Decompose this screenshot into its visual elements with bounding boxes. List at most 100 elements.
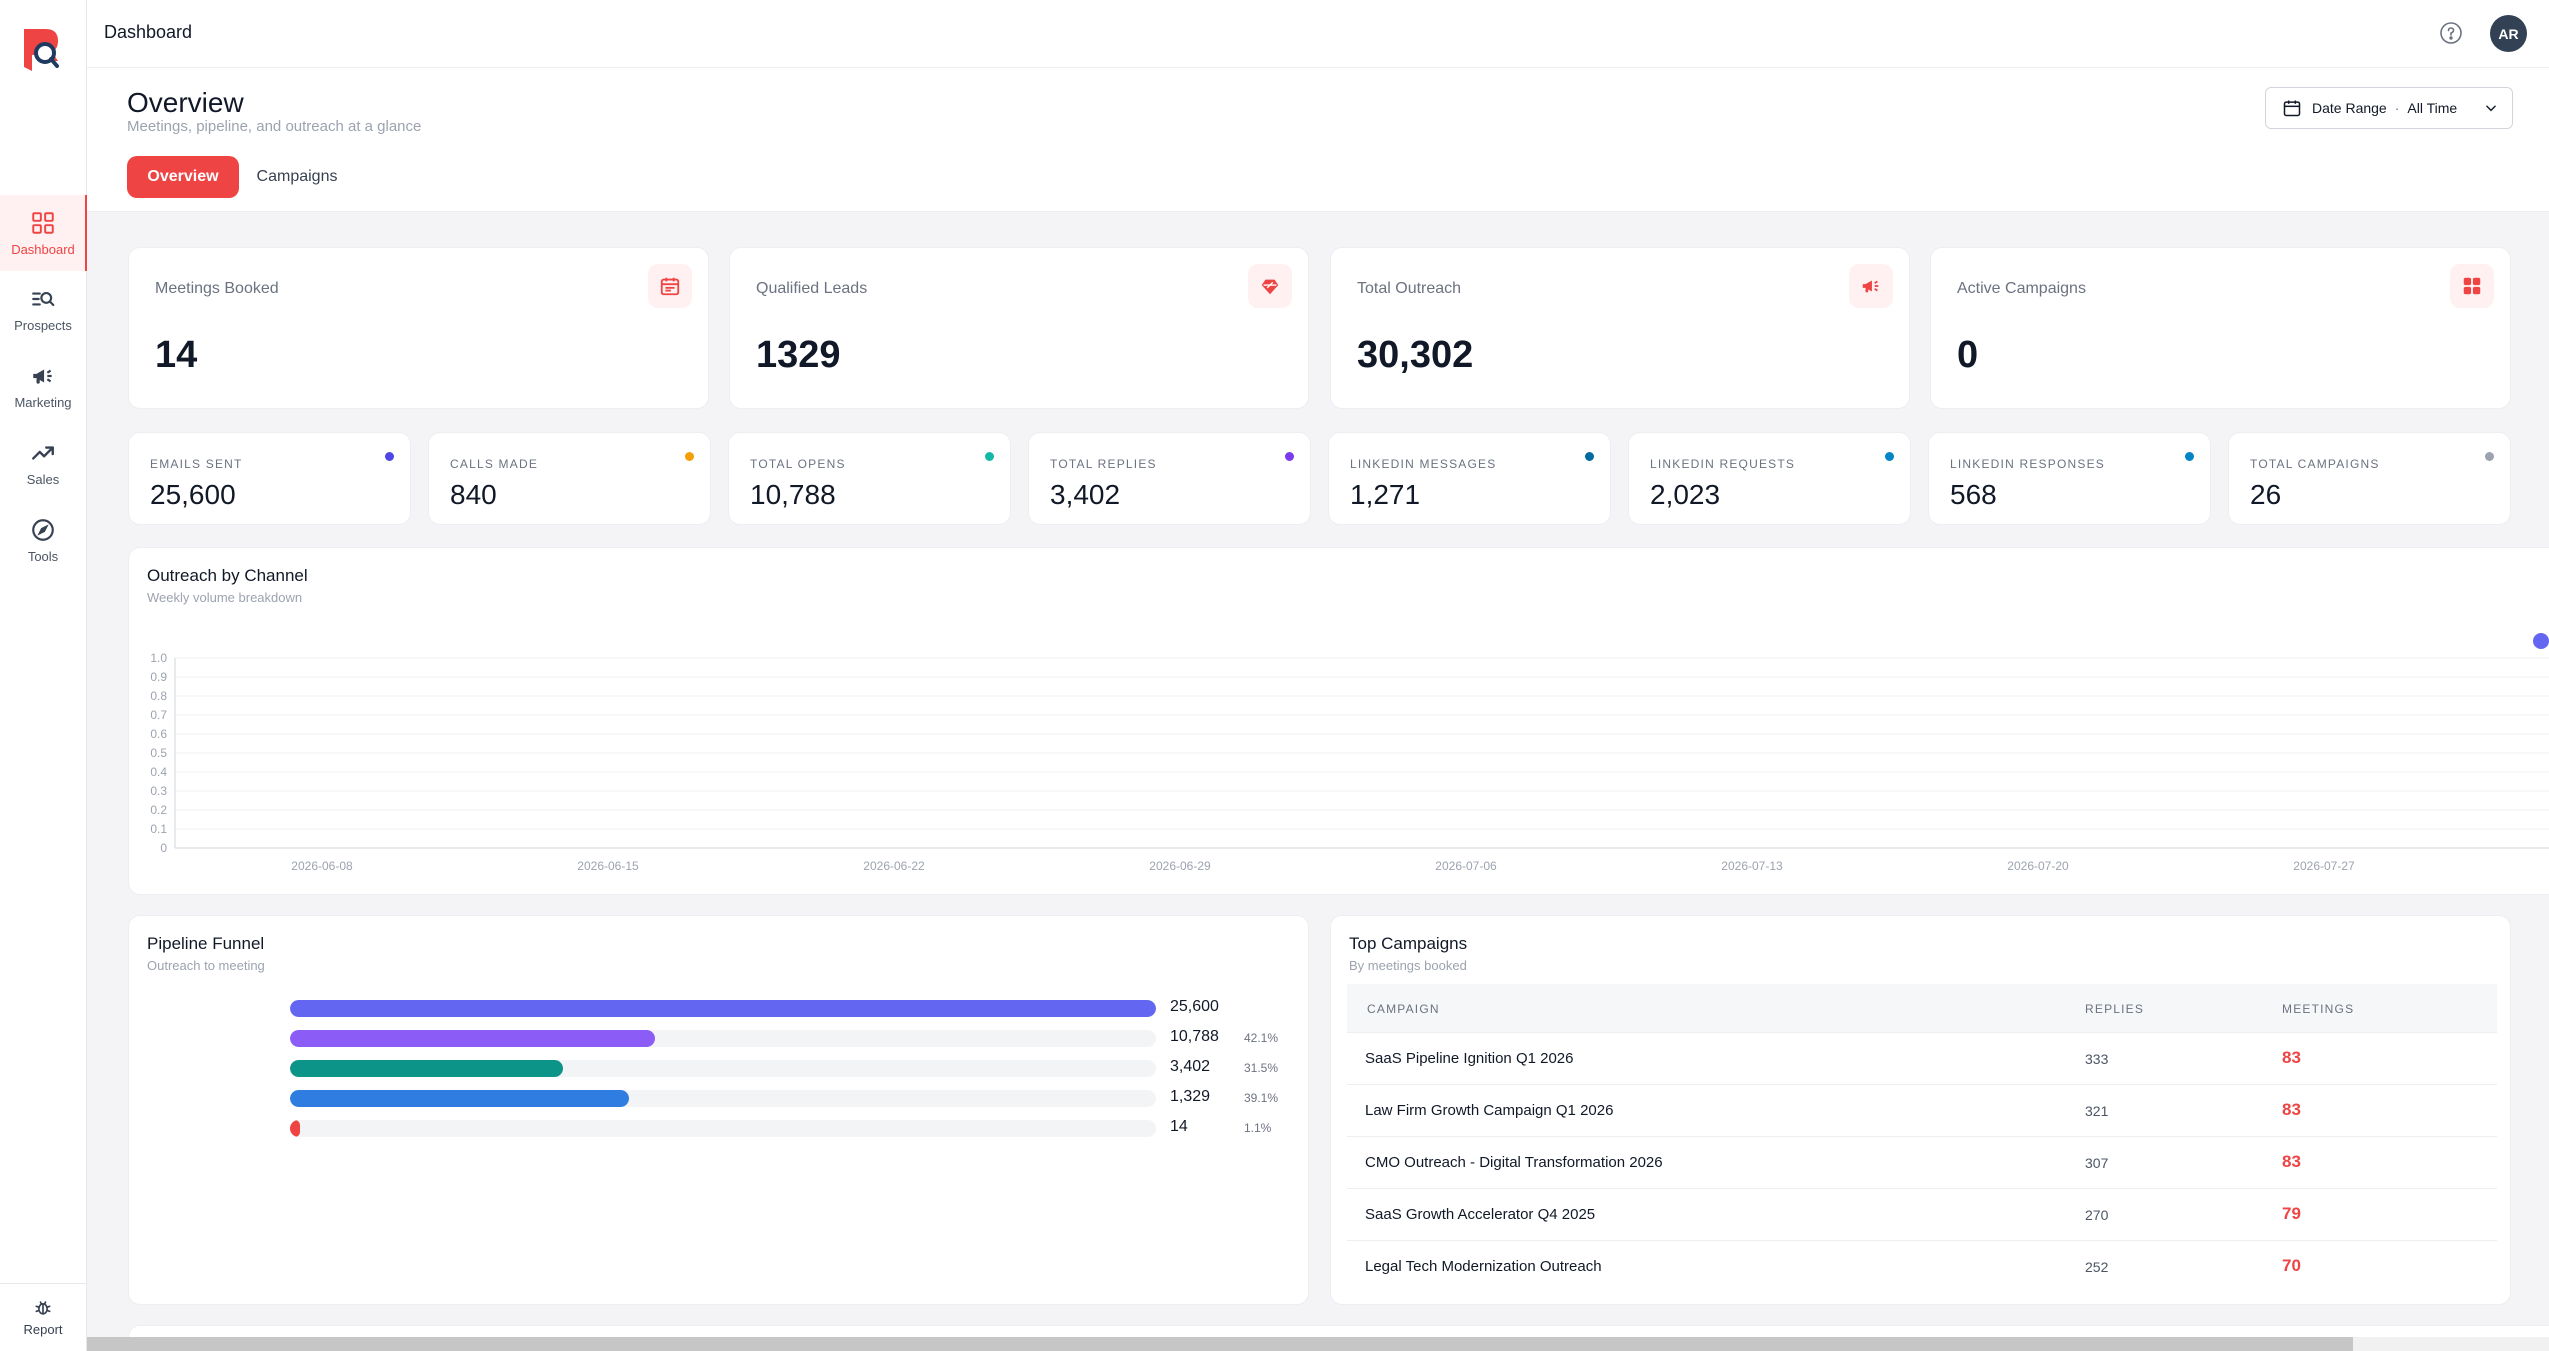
funnel-pct: 31.5% xyxy=(1244,1061,1279,1075)
column-header-replies[interactable]: REPLIES xyxy=(2085,1002,2145,1016)
kpi-value: 14 xyxy=(155,334,198,376)
scrollbar-thumb[interactable] xyxy=(87,1337,2353,1351)
campaign-meetings: 83 xyxy=(2282,1100,2301,1119)
x-tick-label: 2026-07-20 xyxy=(2007,859,2069,873)
table-row[interactable]: Law Firm Growth Campaign Q1 2026 321 83 xyxy=(1347,1085,2497,1137)
y-tick-label: 0.6 xyxy=(150,727,167,741)
pipeline-funnel-card: Pipeline Funnel Outreach to meeting Cont… xyxy=(128,915,1309,1305)
stat-value: 2,023 xyxy=(1650,479,1721,510)
funnel-bar[interactable] xyxy=(290,1000,1156,1017)
funnel-bar[interactable] xyxy=(290,1030,655,1047)
chart-title: Outreach by Channel xyxy=(147,566,308,585)
y-tick-label: 0.3 xyxy=(150,784,167,798)
kpi-icon-box xyxy=(1849,264,1893,308)
stat-label: LINKEDIN RESPONSES xyxy=(1950,457,2105,471)
sidebar-item-dashboard[interactable]: Dashboard xyxy=(0,195,87,271)
funnel-count: 10,788 xyxy=(1170,1028,1219,1045)
calendar-icon xyxy=(2283,100,2301,117)
chart-legend-dot[interactable] xyxy=(2533,633,2549,649)
sidebar-item-tools[interactable]: Tools xyxy=(0,502,86,578)
y-tick-label: 1.0 xyxy=(150,651,167,665)
sidebar-item-marketing[interactable]: Marketing xyxy=(0,348,86,424)
date-range-label: Date Range xyxy=(2312,100,2387,116)
stat-label: LINKEDIN REQUESTS xyxy=(1650,457,1796,471)
x-tick-label: 2026-06-29 xyxy=(1149,859,1211,873)
stat-dot xyxy=(1285,452,1294,461)
tab-campaigns[interactable]: Campaigns xyxy=(256,168,338,185)
date-range-separator: · xyxy=(2394,100,2400,116)
campaign-meetings: 79 xyxy=(2282,1204,2301,1223)
table-row[interactable]: Legal Tech Modernization Outreach 252 70 xyxy=(1347,1241,2497,1293)
funnel-bar[interactable] xyxy=(290,1060,563,1077)
sidebar: Dashboard Prospects Marketing Sales Tool… xyxy=(0,0,87,1351)
app-title: Dashboard xyxy=(104,22,193,42)
help-icon[interactable] xyxy=(2439,21,2463,45)
y-tick-label: 0 xyxy=(160,841,167,855)
kpi-card-campaigns: Active Campaigns 0 xyxy=(1930,247,2511,409)
table-row[interactable]: SaaS Growth Accelerator Q4 2025 270 79 xyxy=(1347,1189,2497,1241)
funnel-bar[interactable] xyxy=(290,1090,629,1107)
sidebar-item-label: Dashboard xyxy=(11,241,75,257)
kpi-label: Qualified Leads xyxy=(756,280,868,297)
column-header-campaign[interactable]: CAMPAIGN xyxy=(1367,1002,1440,1016)
x-tick-label: 2026-06-08 xyxy=(291,859,353,873)
date-range-value: All Time xyxy=(2407,100,2458,116)
stat-card-replies: TOTAL REPLIES 3,402 xyxy=(1028,432,1311,525)
campaign-replies: 252 xyxy=(2085,1259,2109,1275)
stat-value: 1,271 xyxy=(1350,479,1421,510)
app-logo[interactable] xyxy=(20,27,62,75)
stat-label: TOTAL OPENS xyxy=(750,457,846,471)
sidebar-item-prospects[interactable]: Prospects xyxy=(0,271,86,347)
date-range-picker[interactable]: Date Range · All Time xyxy=(2265,87,2513,129)
x-tick-label: 2026-06-22 xyxy=(863,859,925,873)
stat-value: 840 xyxy=(450,479,497,510)
funnel-track xyxy=(290,1000,1156,1017)
page-subtitle: Meetings, pipeline, and outreach at a gl… xyxy=(127,118,422,135)
report-button[interactable]: Report xyxy=(0,1283,86,1351)
kpi-card-meetings: Meetings Booked 14 xyxy=(128,247,709,409)
kpi-icon-box xyxy=(648,264,692,308)
funnel-count: 3,402 xyxy=(1170,1058,1211,1075)
funnel-bar[interactable] xyxy=(290,1120,300,1137)
megaphone-icon xyxy=(33,369,52,384)
sidebar-item-sales[interactable]: Sales xyxy=(0,425,86,501)
y-tick-label: 0.2 xyxy=(150,803,167,817)
stat-label: CALLS MADE xyxy=(450,457,539,471)
kpi-value: 30,302 xyxy=(1357,334,1474,376)
stat-dot xyxy=(1885,452,1894,461)
funnel-row: Meeting141.1% xyxy=(129,1118,1389,1138)
campaign-name: SaaS Growth Accelerator Q4 2025 xyxy=(1365,1206,1596,1223)
kpi-icon-box xyxy=(2450,264,2494,308)
x-tick-label: 2026-07-27 xyxy=(2293,859,2355,873)
campaign-meetings: 83 xyxy=(2282,1152,2301,1171)
table-row[interactable]: SaaS Pipeline Ignition Q1 2026 333 83 xyxy=(1347,1033,2497,1085)
calendar-icon xyxy=(660,277,680,296)
stat-value: 568 xyxy=(1950,479,1997,510)
campaigns-subtitle: By meetings booked xyxy=(1349,958,1467,973)
y-tick-label: 0.1 xyxy=(150,822,167,836)
stat-card-linkedin-requests: LINKEDIN REQUESTS 2,023 xyxy=(1628,432,1911,525)
table-row[interactable]: CMO Outreach - Digital Transformation 20… xyxy=(1347,1137,2497,1189)
sidebar-item-label: Prospects xyxy=(14,317,72,333)
sidebar-item-label: Tools xyxy=(27,548,59,564)
horizontal-scrollbar[interactable] xyxy=(87,1337,2549,1351)
avatar[interactable]: AR xyxy=(2490,15,2527,52)
column-header-meetings[interactable]: MEETINGS xyxy=(2282,1002,2355,1016)
campaign-meetings: 70 xyxy=(2282,1256,2301,1275)
funnel-title: Pipeline Funnel xyxy=(147,934,265,953)
top-bar: Dashboard AR xyxy=(87,0,2549,68)
tab-overview[interactable]: Overview xyxy=(127,156,239,198)
y-tick-label: 0.8 xyxy=(150,689,167,703)
stat-card-linkedin-responses: LINKEDIN RESPONSES 568 xyxy=(1928,432,2211,525)
stat-dot xyxy=(2185,452,2194,461)
kpi-card-outreach: Total Outreach 30,302 xyxy=(1330,247,1910,409)
stat-card-calls: CALLS MADE 840 xyxy=(428,432,711,525)
y-tick-label: 0.9 xyxy=(150,670,167,684)
chart-subtitle: Weekly volume breakdown xyxy=(147,590,303,605)
campaign-name: Law Firm Growth Campaign Q1 2026 xyxy=(1365,1102,1614,1119)
funnel-track xyxy=(290,1060,1156,1077)
stat-dot xyxy=(2485,452,2494,461)
campaign-name: Legal Tech Modernization Outreach xyxy=(1365,1258,1602,1275)
stat-dot xyxy=(385,452,394,461)
